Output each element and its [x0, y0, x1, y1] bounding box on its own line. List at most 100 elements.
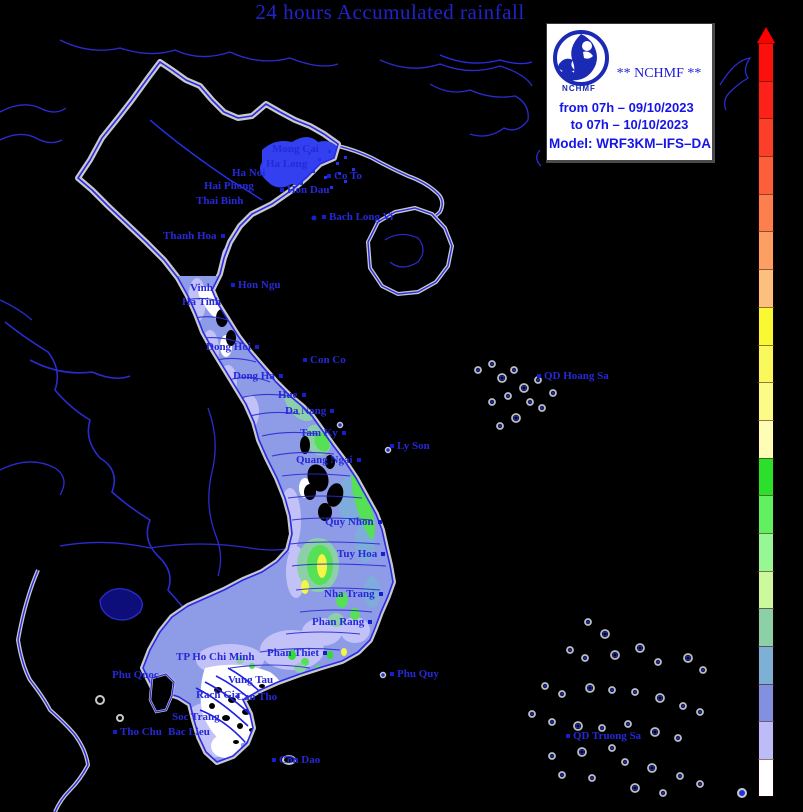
islet-reef	[610, 688, 614, 692]
model-label: Model: WRF3KM–IFS–DA	[549, 136, 711, 151]
colorbar-segment-17	[758, 683, 774, 722]
city-label-text: Vinh	[190, 282, 213, 294]
islet-reef	[698, 782, 702, 786]
city-label-text: Phu Quoc	[112, 669, 159, 681]
colorbar-segment-16	[758, 646, 774, 684]
city-label-text: Tam Ky	[300, 427, 338, 439]
colorbar-segment-15	[758, 608, 774, 646]
islet-reef	[633, 690, 637, 694]
islet-reef	[600, 726, 604, 730]
station-marker-dot	[327, 173, 331, 178]
colorbar-segment-0	[758, 43, 774, 81]
islet-reef	[602, 631, 608, 637]
city-label-can-tho: Can Tho	[236, 692, 277, 703]
colorbar-segment-11	[758, 457, 774, 496]
city-label-text: Tuy Hoa	[337, 548, 378, 560]
islet	[600, 629, 610, 639]
city-label-text: Vung Tau	[228, 674, 274, 686]
station-marker-dot	[377, 519, 382, 524]
islet-reef	[575, 723, 581, 729]
islet-reef	[652, 729, 658, 735]
islet	[621, 758, 629, 766]
islet	[488, 398, 496, 406]
city-label-nha-trang: Nha Trang	[324, 589, 383, 600]
city-label-text: Dong Ha	[233, 370, 275, 382]
city-label-text: Ha Noi	[232, 167, 266, 179]
islet	[519, 383, 529, 393]
city-label-text: Bac Lieu	[168, 726, 210, 738]
islet-reef	[623, 760, 627, 764]
station-marker-dot	[280, 187, 284, 192]
city-label-soc-trang: Soc Trang	[172, 712, 220, 723]
colorbar-segment-12	[758, 495, 774, 533]
islet-reef	[678, 774, 682, 778]
islet	[497, 373, 507, 383]
city-label-con-dao: Con Dao	[272, 755, 320, 766]
city-label-thai-binh: Thai Binh	[196, 196, 243, 207]
islet-reef	[551, 391, 555, 395]
city-label-text: QD Truong Sa	[573, 730, 642, 742]
station-marker-dot	[378, 591, 383, 596]
islet	[679, 702, 687, 710]
city-label-text: Ha Tinh	[182, 296, 222, 308]
city-label-quy-nhon: Quy Nhon	[325, 517, 382, 528]
islet-reef	[661, 791, 665, 795]
city-label-text: Dong Hoi	[206, 341, 251, 353]
islet-reef	[579, 749, 585, 755]
islet	[558, 771, 566, 779]
city-label-text: Phan Rang	[312, 616, 365, 628]
nchmf-logo	[553, 30, 609, 86]
islet	[655, 693, 665, 703]
city-label-phan-thiet: Phan Thiet	[267, 648, 328, 659]
city-label-rach-gia: Rach Gia	[196, 690, 240, 701]
islet	[647, 763, 657, 773]
city-label-tho-chu: Tho Chu	[113, 727, 162, 738]
islet	[585, 683, 595, 693]
city-label-text: Thai Binh	[196, 195, 244, 207]
truong-sa-islands	[528, 618, 707, 797]
station-marker-dot	[566, 733, 570, 738]
period-from: from 07h – 09/10/2023	[559, 100, 694, 115]
islet-reef	[586, 620, 590, 624]
islet-reef	[612, 652, 618, 658]
station-marker-dot	[220, 233, 225, 238]
islet-reef	[649, 765, 655, 771]
station-marker-dot	[381, 551, 386, 556]
city-label-text: Soc Trang	[172, 711, 220, 723]
islet	[598, 724, 606, 732]
islet-reef	[681, 704, 685, 708]
city-label-thanh-hoa: Thanh Hoa	[163, 231, 225, 242]
colorbar-segment-7	[758, 306, 774, 345]
city-label-text: Nha Trang	[324, 588, 375, 600]
colorbar-segment-8	[758, 344, 774, 383]
colorbar-segment-10	[758, 419, 774, 458]
city-label-text: Mong Cai	[272, 143, 319, 155]
city-label-ha-tinh: Ha Tinh	[182, 297, 221, 308]
colorbar-segment-19	[758, 759, 774, 797]
city-label-dong-ha: Dong Ha	[233, 371, 283, 382]
station-marker-dot	[323, 650, 328, 655]
islet-reef	[512, 368, 516, 372]
colorbar-segment-5	[758, 231, 774, 270]
city-label-text: Ha Long	[266, 158, 308, 170]
city-label-text: QD Hoang Sa	[544, 370, 609, 382]
city-label-tuy-hoa: Tuy Hoa	[337, 548, 386, 560]
islet-reef	[536, 378, 540, 382]
city-label-hon-ngu: Hon Ngu	[231, 280, 281, 291]
station-marker-dot	[356, 457, 361, 462]
city-label-text: Bach Long Vi	[329, 211, 394, 223]
city-label-text: Rach Gia	[196, 689, 241, 701]
city-label-ly-son: Ly Son	[390, 441, 430, 452]
islet	[608, 686, 616, 694]
islet-reef	[676, 736, 680, 740]
islet-reef	[513, 415, 519, 421]
islet-reef	[550, 720, 554, 724]
city-label-phu-quy: Phu Quy	[390, 669, 439, 680]
islet	[577, 747, 587, 757]
station-marker-dot	[390, 671, 394, 676]
city-label-text: Hon Dau	[287, 184, 330, 196]
islet-reef	[560, 773, 564, 777]
city-label-bac-lieu: Bac Lieu	[168, 727, 210, 738]
islet	[549, 389, 557, 397]
